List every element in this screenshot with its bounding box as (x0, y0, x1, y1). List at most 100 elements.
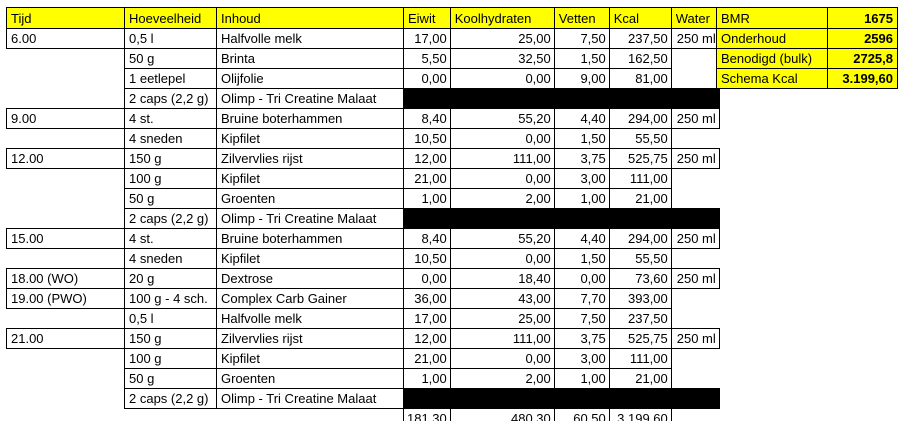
cell-koolhydraten[interactable]: 0,00 (449, 68, 555, 89)
cell-koolhydraten[interactable]: 25,00 (449, 28, 555, 49)
cell-tijd[interactable] (7, 49, 125, 69)
column-header-eiwit[interactable]: Eiwit (403, 7, 451, 29)
cell-kcal[interactable]: 55,50 (608, 248, 672, 269)
bmr-label[interactable]: BMR (716, 7, 828, 29)
cell-kcal[interactable]: 21,00 (608, 188, 672, 209)
cell-water[interactable] (671, 169, 719, 189)
cell-inhoud[interactable]: Kipfilet (216, 348, 404, 369)
cell-vetten[interactable]: 9,00 (553, 68, 610, 89)
cell-eiwit[interactable]: 21,00 (403, 168, 451, 189)
column-header-koolhydraten[interactable]: Koolhydraten (449, 7, 555, 29)
cell-inhoud[interactable]: Bruine boterhammen (216, 108, 404, 129)
cell-hoeveelheid[interactable]: 100 g - 4 sch. (124, 288, 217, 309)
cell-eiwit[interactable]: 1,00 (403, 188, 451, 209)
cell-eiwit[interactable]: 10,50 (403, 128, 451, 149)
cell-hoeveelheid[interactable]: 0,5 l (124, 308, 217, 329)
cell-hoeveelheid[interactable]: 100 g (124, 168, 217, 189)
cell-vetten[interactable]: 4,40 (553, 108, 610, 129)
cell-kcal[interactable]: 162,50 (608, 48, 672, 69)
cell-inhoud[interactable]: Halfvolle melk (216, 308, 404, 329)
cell-vetten[interactable]: 3,00 (553, 168, 610, 189)
cell-koolhydraten[interactable]: 0,00 (449, 128, 555, 149)
cell-water[interactable] (671, 49, 719, 69)
cell-water[interactable] (671, 249, 719, 269)
cell-hoeveelheid[interactable]: 0,5 l (124, 28, 217, 49)
column-header-water[interactable]: Water (670, 7, 720, 29)
cell-koolhydraten[interactable]: 0,00 (449, 348, 555, 369)
cell-kcal[interactable]: 73,60 (608, 268, 672, 289)
cell-eiwit[interactable]: 5,50 (403, 48, 451, 69)
cell-koolhydraten[interactable]: 25,00 (449, 308, 555, 329)
cell-vetten[interactable]: 3,00 (553, 348, 610, 369)
cell-eiwit[interactable]: 36,00 (403, 288, 451, 309)
column-header-inhoud[interactable]: Inhoud (216, 7, 404, 29)
cell-inhoud[interactable]: Halfvolle melk (216, 28, 404, 49)
bmr-value[interactable]: 1675 (827, 7, 898, 29)
cell-water[interactable] (671, 369, 719, 389)
cell-vetten[interactable]: 3,75 (553, 148, 610, 169)
cell-koolhydraten[interactable]: 32,50 (449, 48, 555, 69)
cell-inhoud[interactable]: Kipfilet (216, 128, 404, 149)
cell-eiwit[interactable]: 8,40 (403, 228, 451, 249)
cell-water[interactable] (671, 129, 719, 149)
cell-hoeveelheid[interactable]: 4 sneden (124, 128, 217, 149)
total-koolhydraten[interactable]: 480,30 (449, 408, 555, 421)
cell-tijd[interactable]: 18.00 (WO) (6, 268, 125, 289)
cell-hoeveelheid[interactable]: 50 g (124, 368, 217, 389)
cell-inhoud[interactable]: Bruine boterhammen (216, 228, 404, 249)
cell-hoeveelheid[interactable]: 150 g (124, 148, 217, 169)
cell-water[interactable]: 250 ml (670, 108, 720, 129)
total-vetten[interactable]: 60,50 (553, 408, 610, 421)
cell-hoeveelheid[interactable]: 4 st. (124, 228, 217, 249)
cell-tijd[interactable]: 21.00 (6, 328, 125, 349)
cell-koolhydraten[interactable]: 111,00 (449, 328, 555, 349)
total-eiwit[interactable]: 181,30 (403, 408, 451, 421)
cell-kcal[interactable]: 21,00 (608, 368, 672, 389)
cell-koolhydraten[interactable]: 43,00 (449, 288, 555, 309)
cell-koolhydraten[interactable]: 55,20 (449, 228, 555, 249)
cell-hoeveelheid[interactable]: 2 caps (2,2 g) (124, 208, 217, 229)
onderhoud-value[interactable]: 2596 (827, 28, 898, 49)
cell-eiwit[interactable]: 12,00 (403, 328, 451, 349)
cell-eiwit[interactable]: 17,00 (403, 28, 451, 49)
cell-inhoud[interactable]: Dextrose (216, 268, 404, 289)
cell-hoeveelheid[interactable]: 4 st. (124, 108, 217, 129)
cell-vetten[interactable]: 1,00 (553, 188, 610, 209)
cell-inhoud[interactable]: Brinta (216, 48, 404, 69)
cell-inhoud[interactable]: Groenten (216, 368, 404, 389)
cell-kcal[interactable]: 111,00 (608, 348, 672, 369)
cell-vetten[interactable]: 1,00 (553, 368, 610, 389)
cell-tijd[interactable] (7, 369, 125, 389)
cell-koolhydraten[interactable]: 2,00 (449, 188, 555, 209)
onderhoud-label[interactable]: Onderhoud (716, 28, 828, 49)
cell-water[interactable] (671, 309, 719, 329)
cell-kcal[interactable]: 81,00 (608, 68, 672, 89)
cell-vetten[interactable]: 0,00 (553, 268, 610, 289)
cell-tijd[interactable] (7, 349, 125, 369)
cell-tijd[interactable]: 19.00 (PWO) (6, 288, 125, 309)
cell-tijd[interactable]: 6.00 (6, 28, 125, 49)
cell-hoeveelheid[interactable]: 4 sneden (124, 248, 217, 269)
cell-kcal[interactable]: 237,50 (608, 28, 672, 49)
cell-water[interactable] (671, 189, 719, 209)
cell-vetten[interactable]: 7,70 (553, 288, 610, 309)
cell-tijd[interactable]: 9.00 (6, 108, 125, 129)
cell-koolhydraten[interactable]: 111,00 (449, 148, 555, 169)
column-header-kcal[interactable]: Kcal (608, 7, 672, 29)
column-header-hoeveelheid[interactable]: Hoeveelheid (124, 7, 217, 29)
cell-water[interactable]: 250 ml (670, 28, 720, 49)
cell-inhoud[interactable]: Complex Carb Gainer (216, 288, 404, 309)
cell-inhoud[interactable]: Olimp - Tri Creatine Malaat (216, 388, 404, 409)
cell-water[interactable]: 250 ml (670, 268, 720, 289)
cell-koolhydraten[interactable]: 2,00 (449, 368, 555, 389)
cell-vetten[interactable]: 4,40 (553, 228, 610, 249)
cell-tijd[interactable] (7, 189, 125, 209)
cell-eiwit[interactable]: 12,00 (403, 148, 451, 169)
cell-kcal[interactable]: 294,00 (608, 108, 672, 129)
cell-inhoud[interactable]: Zilvervlies rijst (216, 328, 404, 349)
cell-koolhydraten[interactable]: 0,00 (449, 248, 555, 269)
cell-hoeveelheid[interactable]: 100 g (124, 348, 217, 369)
cell-vetten[interactable]: 1,50 (553, 48, 610, 69)
cell-hoeveelheid[interactable]: 50 g (124, 48, 217, 69)
cell-tijd[interactable] (7, 69, 125, 89)
